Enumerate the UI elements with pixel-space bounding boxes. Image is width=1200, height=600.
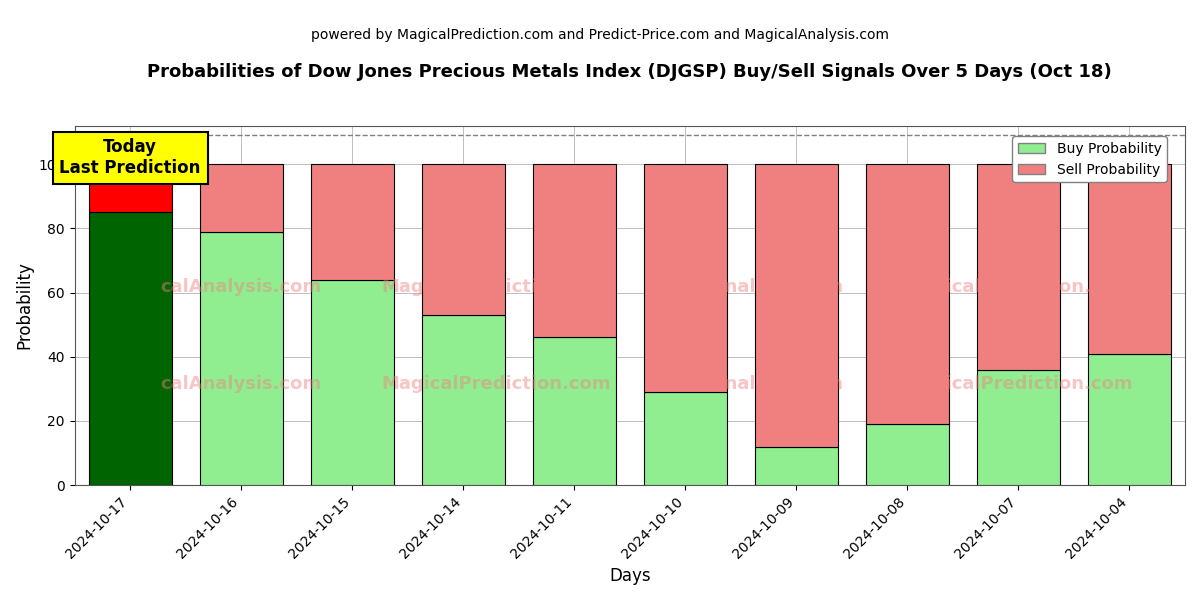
Bar: [421, 164, 505, 315]
Bar: [977, 370, 1060, 485]
Legend: Buy Probability, Sell Probability: Buy Probability, Sell Probability: [1012, 136, 1166, 182]
Bar: [533, 164, 616, 337]
Text: calAnalysis.com: calAnalysis.com: [161, 376, 322, 394]
Text: MagicalPrediction.com: MagicalPrediction.com: [382, 278, 611, 296]
Bar: [865, 424, 949, 485]
Bar: [977, 164, 1060, 370]
Bar: [89, 164, 172, 212]
Bar: [643, 392, 727, 485]
Text: calAnalysis.com: calAnalysis.com: [161, 278, 322, 296]
Bar: [1088, 353, 1171, 485]
Bar: [421, 315, 505, 485]
Bar: [311, 164, 394, 280]
Y-axis label: Probability: Probability: [16, 262, 34, 349]
Bar: [199, 232, 283, 485]
Text: MagicalPrediction.com: MagicalPrediction.com: [382, 376, 611, 394]
Bar: [1088, 164, 1171, 353]
Bar: [643, 164, 727, 392]
Text: powered by MagicalPrediction.com and Predict-Price.com and MagicalAnalysis.com: powered by MagicalPrediction.com and Pre…: [311, 28, 889, 42]
Bar: [533, 337, 616, 485]
Bar: [865, 164, 949, 424]
Text: Today
Last Prediction: Today Last Prediction: [60, 139, 200, 177]
Text: calAnalysis.com: calAnalysis.com: [683, 278, 844, 296]
Bar: [755, 446, 838, 485]
Bar: [199, 164, 283, 232]
Bar: [89, 212, 172, 485]
Bar: [755, 164, 838, 446]
Text: calAnalysis.com: calAnalysis.com: [683, 376, 844, 394]
Bar: [311, 280, 394, 485]
Title: Probabilities of Dow Jones Precious Metals Index (DJGSP) Buy/Sell Signals Over 5: Probabilities of Dow Jones Precious Meta…: [148, 63, 1112, 81]
Text: MagicalPrediction.com: MagicalPrediction.com: [904, 376, 1133, 394]
Text: MagicalPrediction.com: MagicalPrediction.com: [904, 278, 1133, 296]
X-axis label: Days: Days: [610, 567, 650, 585]
